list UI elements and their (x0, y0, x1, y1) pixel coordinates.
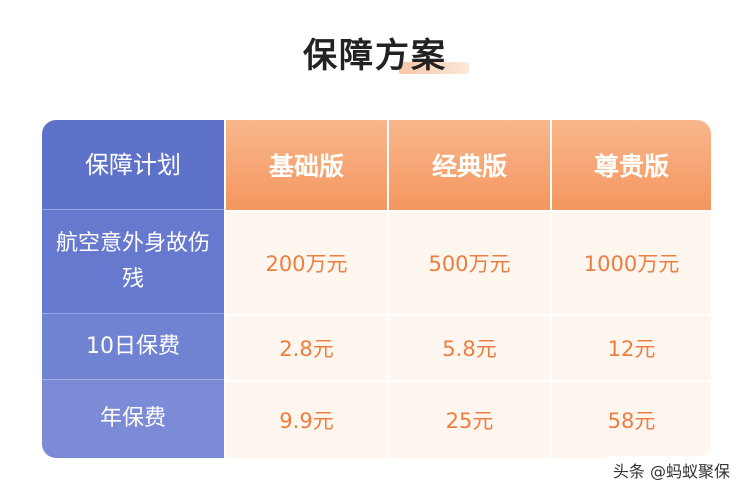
page-title-text: 保障方案 (303, 36, 447, 76)
plan-classic-header: 经典版 (387, 120, 550, 210)
table-cell: 500万元 (387, 210, 550, 314)
watermark: 头条 @蚂蚁聚保 (606, 456, 736, 484)
table-cell: 58元 (550, 380, 711, 458)
table-cell: 1000万元 (550, 210, 711, 314)
title-area: 保障方案 (0, 34, 750, 78)
table-cell: 9.9元 (224, 380, 387, 458)
table-cell: 5.8元 (387, 314, 550, 380)
row-label-accident: 航空意外身故伤残 (42, 210, 224, 314)
table-cell: 2.8元 (224, 314, 387, 380)
page-title: 保障方案 (303, 34, 469, 78)
row-label-annual-premium: 年保费 (42, 380, 224, 458)
plan-table: 保障计划 基础版 经典版 尊贵版 航空意外身故伤残 200万元 500万元 10… (42, 120, 711, 458)
table-cell: 200万元 (224, 210, 387, 314)
table-cell: 25元 (387, 380, 550, 458)
header-label: 保障计划 (42, 120, 224, 210)
row-label-10day-premium: 10日保费 (42, 314, 224, 380)
plan-basic-header: 基础版 (224, 120, 387, 210)
plan-premium-header: 尊贵版 (550, 120, 711, 210)
table-cell: 12元 (550, 314, 711, 380)
